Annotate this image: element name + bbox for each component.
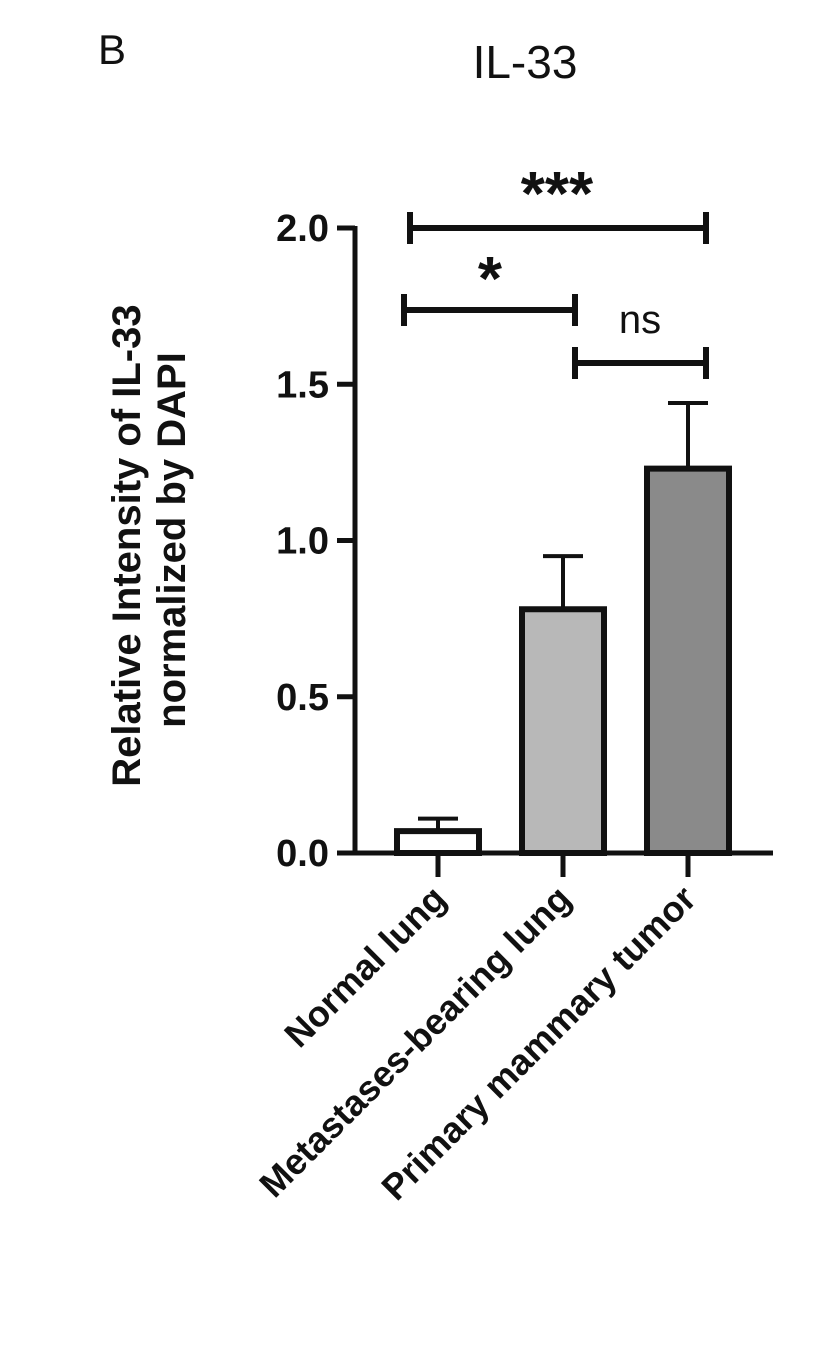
significance-brackets: ****ns xyxy=(401,160,709,379)
significance-label: * xyxy=(478,245,503,314)
panel-label: B xyxy=(98,26,126,73)
y-axis-label: Relative Intensity of IL-33 normalized b… xyxy=(105,293,194,786)
significance-label: ns xyxy=(619,298,661,342)
y-axis-label-line-1: Relative Intensity of IL-33 xyxy=(105,304,149,786)
y-tick-label: 0.0 xyxy=(276,833,329,875)
y-tick-label: 1.5 xyxy=(276,364,329,406)
y-tick-label: 2.0 xyxy=(276,208,329,250)
chart-title: IL-33 xyxy=(473,36,578,88)
y-tick-label: 1.0 xyxy=(276,521,329,563)
significance-label: *** xyxy=(521,160,594,229)
y-tick-label: 0.5 xyxy=(276,677,329,719)
y-axis-label-line-2: normalized by DAPI xyxy=(150,352,194,728)
bar xyxy=(644,465,732,856)
bar xyxy=(394,828,482,856)
bar xyxy=(519,606,607,856)
